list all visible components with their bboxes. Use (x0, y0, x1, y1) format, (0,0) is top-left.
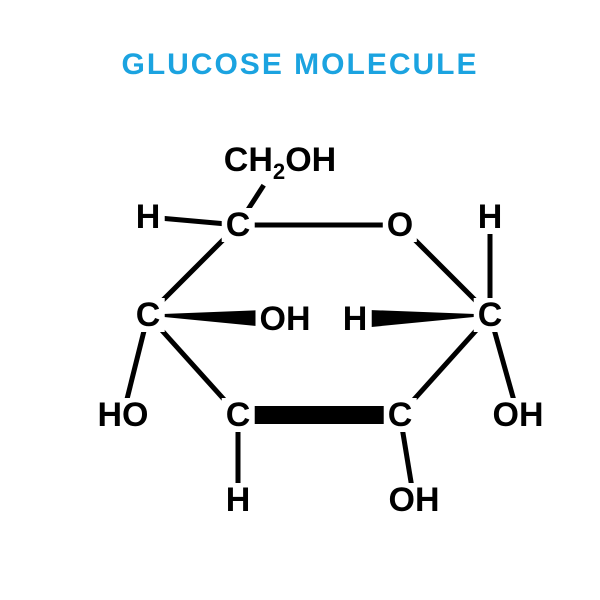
bond (406, 231, 484, 309)
atom-h_c5: H (132, 200, 165, 234)
bond (154, 231, 232, 309)
atom-c5: C (222, 208, 255, 242)
atom-h_c3: H (222, 483, 255, 517)
atom-c4: C (132, 298, 165, 332)
atom-oh_c2: OH (385, 483, 444, 517)
atom-c3: C (222, 398, 255, 432)
atom-ch2oh: CH2OH (220, 143, 340, 177)
atom-o_ring: O (383, 208, 417, 242)
bond (154, 321, 233, 409)
atom-h_c2: H (339, 302, 372, 336)
bond (156, 218, 229, 225)
bond (406, 321, 485, 409)
atom-h_c1: H (474, 200, 507, 234)
bond-wedge (363, 310, 482, 328)
bond (126, 323, 146, 403)
bond (492, 323, 514, 403)
atom-ho_c3: HO (94, 398, 153, 432)
atom-c2: C (384, 398, 417, 432)
atom-oh_c4: OH (256, 302, 315, 336)
atom-oh_c1: OH (489, 398, 548, 432)
atom-c1: C (474, 298, 507, 332)
